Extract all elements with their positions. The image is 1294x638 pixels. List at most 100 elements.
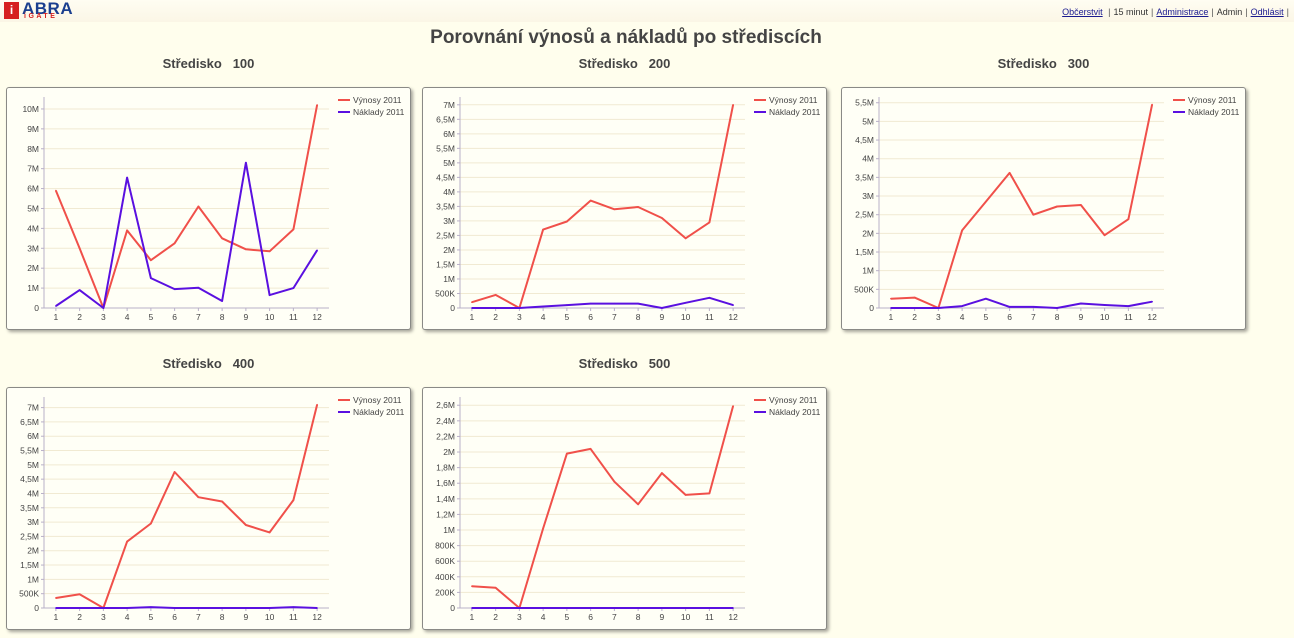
x-tick-label: 2 bbox=[493, 612, 498, 622]
y-tick-label: 2,5M bbox=[436, 230, 455, 240]
y-tick-label: 3M bbox=[27, 243, 39, 253]
nav-separator: | bbox=[1108, 7, 1111, 17]
x-tick-label: 10 bbox=[681, 312, 691, 322]
series-line-costs bbox=[890, 297, 1153, 309]
logout-link[interactable]: Odhlásit bbox=[1250, 7, 1284, 17]
x-tick-label: 7 bbox=[612, 612, 617, 622]
y-tick-label: 2M bbox=[27, 546, 39, 556]
x-tick-label: 4 bbox=[125, 312, 130, 322]
x-tick-label: 2 bbox=[912, 312, 917, 322]
data-point bbox=[708, 492, 711, 495]
logo-sub-text: iGATE bbox=[24, 13, 58, 20]
data-point bbox=[221, 237, 223, 240]
x-tick-label: 7 bbox=[1031, 312, 1036, 322]
data-point bbox=[890, 297, 892, 300]
data-point bbox=[684, 301, 687, 304]
y-tick-label: 200K bbox=[435, 587, 455, 597]
x-tick-label: 7 bbox=[196, 612, 201, 622]
data-point bbox=[1080, 302, 1082, 305]
y-tick-label: 1,5M bbox=[436, 259, 455, 269]
x-tick-label: 4 bbox=[960, 312, 965, 322]
data-point bbox=[913, 307, 916, 309]
data-point bbox=[55, 597, 57, 599]
data-point bbox=[1103, 304, 1106, 306]
nav-separator: | bbox=[1151, 7, 1154, 17]
legend-label: Náklady 2011 bbox=[353, 407, 405, 417]
data-point bbox=[316, 104, 318, 106]
data-point bbox=[637, 607, 639, 609]
x-tick-label: 6 bbox=[172, 312, 177, 322]
x-tick-label: 10 bbox=[1100, 312, 1110, 322]
y-tick-label: 3M bbox=[27, 517, 39, 527]
y-tick-label: 4,5M bbox=[855, 135, 874, 145]
x-tick-label: 2 bbox=[77, 612, 82, 622]
x-tick-label: 11 bbox=[705, 312, 714, 322]
y-tick-label: 2,4M bbox=[436, 416, 455, 426]
data-point bbox=[245, 248, 247, 251]
y-tick-label: 0 bbox=[34, 603, 39, 613]
data-point bbox=[78, 607, 81, 609]
legend-label: Náklady 2011 bbox=[1188, 107, 1240, 117]
x-tick-label: 12 bbox=[1147, 312, 1157, 322]
data-point bbox=[613, 607, 616, 609]
data-point bbox=[890, 307, 892, 309]
data-point bbox=[268, 294, 271, 296]
x-tick-label: 11 bbox=[289, 312, 298, 322]
x-tick-label: 12 bbox=[728, 312, 738, 322]
data-point bbox=[55, 305, 57, 307]
line-chart-400: 0 500K 1M 1,5M 2M 2,5M 3M 3,5M 4M 4,5M 5M 5,5M 6M 6,5… bbox=[19, 395, 405, 622]
chart-panel-100: 0 1M 2M 3M 4M 5M 6M 7M 8M 9M 10M 1 2 3 4 5 6 7 8 9 10 11 12 Výn… bbox=[6, 87, 411, 330]
data-point bbox=[542, 305, 544, 308]
legend-label: Náklady 2011 bbox=[769, 107, 821, 117]
x-tick-label: 12 bbox=[312, 612, 322, 622]
data-point bbox=[292, 499, 295, 501]
series-line-costs bbox=[55, 161, 318, 309]
x-tick-label: 4 bbox=[125, 612, 130, 622]
data-point bbox=[566, 220, 568, 223]
data-point bbox=[518, 607, 521, 609]
data-point bbox=[589, 199, 592, 202]
data-point bbox=[518, 307, 521, 309]
chart-title-400: Středisko 400 bbox=[162, 356, 255, 371]
y-tick-label: 2,5M bbox=[20, 531, 39, 541]
data-point bbox=[732, 607, 734, 609]
data-point bbox=[913, 296, 916, 299]
refresh-link[interactable]: Občerstvit bbox=[1062, 7, 1103, 17]
user-name: Admin bbox=[1216, 7, 1243, 17]
data-point bbox=[1056, 205, 1058, 208]
header-nav: Občerstvit | 15 minut | Administrace | Admin |… bbox=[1062, 7, 1292, 17]
data-point bbox=[471, 307, 473, 309]
x-tick-label: 3 bbox=[517, 612, 522, 622]
data-point bbox=[661, 472, 663, 474]
line-chart-500: 0 200K 400K 600K 800K 1M 1,2M 1,4M 1,6M 1,8M 2M 2,2… bbox=[435, 395, 821, 622]
data-point bbox=[1008, 306, 1011, 308]
x-tick-label: 12 bbox=[312, 312, 322, 322]
x-tick-label: 1 bbox=[54, 312, 59, 322]
data-point bbox=[78, 593, 81, 596]
data-point bbox=[637, 302, 639, 305]
y-tick-label: 0 bbox=[450, 603, 455, 613]
data-point bbox=[150, 522, 152, 525]
data-point bbox=[1151, 103, 1153, 106]
data-point bbox=[1080, 204, 1082, 206]
data-point bbox=[197, 607, 200, 609]
y-tick-label: 2,5M bbox=[855, 210, 874, 220]
data-point bbox=[126, 176, 128, 179]
data-point bbox=[245, 161, 247, 164]
legend-label: Náklady 2011 bbox=[769, 407, 821, 417]
data-point bbox=[150, 606, 152, 608]
data-point bbox=[268, 250, 271, 253]
x-tick-label: 11 bbox=[1124, 312, 1133, 322]
series-line-revenue bbox=[471, 104, 735, 309]
data-point bbox=[316, 607, 318, 609]
data-point bbox=[589, 448, 592, 450]
nav-separator: | bbox=[1286, 7, 1289, 17]
y-tick-label: 7M bbox=[443, 100, 455, 110]
chart-panel-400: 0 500K 1M 1,5M 2M 2,5M 3M 3,5M 4M 4,5M 5M 5,5M 6M 6,5… bbox=[6, 387, 411, 630]
y-tick-label: 4M bbox=[443, 187, 455, 197]
administration-link[interactable]: Administrace bbox=[1156, 7, 1209, 17]
y-tick-label: 5,5M bbox=[20, 446, 39, 456]
x-tick-label: 8 bbox=[1055, 312, 1060, 322]
y-tick-label: 6M bbox=[27, 184, 39, 194]
data-point bbox=[1008, 172, 1011, 174]
